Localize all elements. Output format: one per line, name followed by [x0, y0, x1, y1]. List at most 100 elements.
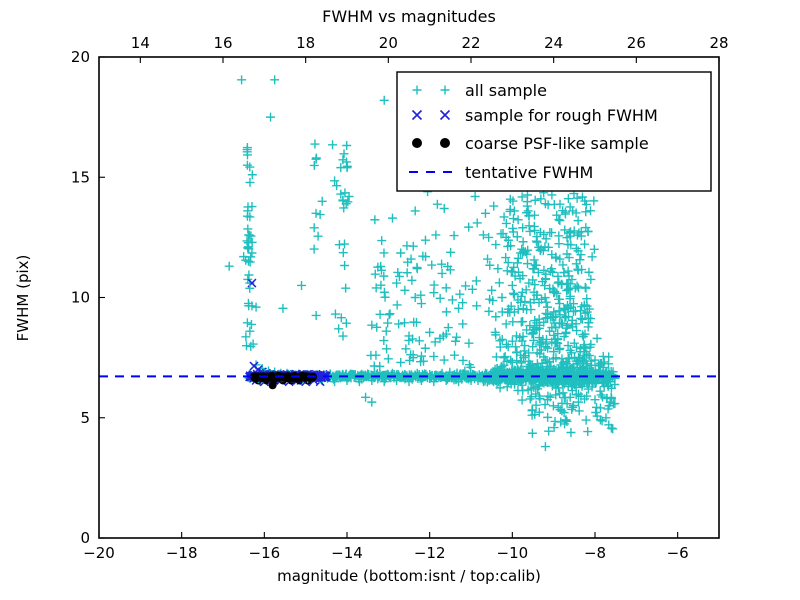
plus-marker [478, 230, 488, 240]
plus-marker [606, 392, 616, 402]
plus-marker [544, 426, 554, 436]
plus-marker [497, 335, 507, 345]
plus-marker [242, 211, 252, 221]
plus-marker [499, 212, 509, 222]
plus-marker [592, 333, 602, 343]
plus-marker [512, 258, 522, 268]
plus-marker [243, 224, 253, 234]
plus-marker [377, 236, 387, 246]
plus-marker [429, 351, 439, 361]
plus-marker [573, 397, 583, 407]
plus-marker [485, 260, 495, 270]
plus-marker [507, 280, 517, 290]
top-x-tick-label: 26 [627, 34, 646, 52]
data-points-layer [224, 75, 620, 452]
plus-marker [384, 310, 394, 320]
plus-marker [416, 290, 426, 300]
plus-marker [416, 357, 426, 367]
plus-marker [517, 395, 527, 405]
plus-marker [472, 218, 482, 228]
plus-marker [566, 348, 576, 358]
plus-marker [521, 285, 531, 295]
plus-marker [590, 395, 600, 405]
plus-marker [515, 274, 525, 284]
plus-marker [595, 386, 605, 396]
plus-marker [561, 415, 571, 425]
plus-marker [569, 226, 579, 236]
plus-marker [470, 191, 480, 201]
x-axis-label: magnitude (bottom:isnt / top:calib) [277, 567, 541, 585]
plus-marker [561, 304, 571, 314]
plus-marker [524, 211, 534, 221]
plus-marker [367, 397, 377, 407]
legend-item-tentative-fwhm[interactable]: tentative FWHM [409, 163, 593, 182]
plus-marker [487, 368, 497, 378]
plus-marker [242, 318, 252, 328]
plus-marker [311, 153, 321, 163]
plus-marker [246, 319, 256, 329]
plus-marker [370, 215, 380, 225]
plus-marker [495, 366, 505, 376]
plus-marker [539, 265, 549, 275]
plus-marker [500, 352, 510, 362]
plus-marker [538, 334, 548, 344]
y-tick-label: 20 [71, 48, 90, 66]
plus-marker [555, 405, 565, 415]
plus-marker [458, 298, 468, 308]
plus-marker [495, 342, 505, 352]
plus-marker [394, 271, 404, 281]
chart-title: FWHM vs magnitudes [322, 7, 496, 26]
plus-marker [583, 322, 593, 332]
plus-marker [560, 207, 570, 217]
plus-marker [541, 297, 551, 307]
plus-marker [528, 275, 538, 285]
plus-marker [536, 194, 546, 204]
plus-marker [535, 227, 545, 237]
legend-item-sample-for-rough-fwhm[interactable]: sample for rough FWHM [411, 106, 658, 125]
plus-marker [516, 291, 526, 301]
plus-marker [545, 392, 555, 402]
plus-marker [568, 400, 578, 410]
plus-marker [466, 362, 476, 372]
lower-spray [513, 384, 620, 438]
plus-marker [458, 369, 468, 379]
legend-items: all sample sample for rough FWHM coarse PS… [409, 81, 658, 182]
plus-marker [558, 358, 568, 368]
plus-marker [458, 319, 468, 329]
plus-marker [586, 373, 596, 383]
plus-marker [410, 293, 420, 302]
plus-marker [399, 318, 409, 328]
plus-marker [408, 350, 418, 360]
plus-marker [490, 327, 500, 337]
plus-marker [418, 251, 428, 261]
plus-marker [429, 288, 439, 298]
plus-marker [332, 181, 342, 191]
plus-marker [558, 260, 568, 270]
plus-marker [506, 241, 516, 251]
x-marker [411, 109, 423, 121]
plus-marker [558, 388, 568, 398]
plus-marker [484, 306, 494, 316]
plus-marker [530, 210, 540, 220]
plus-marker [537, 358, 547, 368]
plus-marker [522, 201, 532, 211]
plus-marker [563, 194, 573, 204]
y-tick-label: 15 [71, 168, 90, 186]
plus-marker [571, 208, 581, 218]
plus-marker [572, 193, 582, 203]
plus-marker [396, 357, 406, 367]
legend-item-all-sample[interactable]: all sample [412, 81, 547, 100]
y-tick-label: 0 [80, 529, 90, 547]
plus-marker [491, 312, 501, 322]
dot-marker [412, 138, 422, 148]
plus-marker [522, 369, 532, 379]
legend-item-coarse-psf-like-sample[interactable]: coarse PSF-like sample [412, 134, 649, 153]
plus-marker [246, 231, 256, 241]
plus-marker [564, 228, 574, 238]
plus-marker [516, 356, 526, 366]
plus-marker [552, 288, 562, 298]
plus-marker [505, 206, 515, 216]
plus-marker [519, 346, 529, 356]
plus-marker [543, 412, 553, 422]
plus-marker [493, 264, 503, 274]
